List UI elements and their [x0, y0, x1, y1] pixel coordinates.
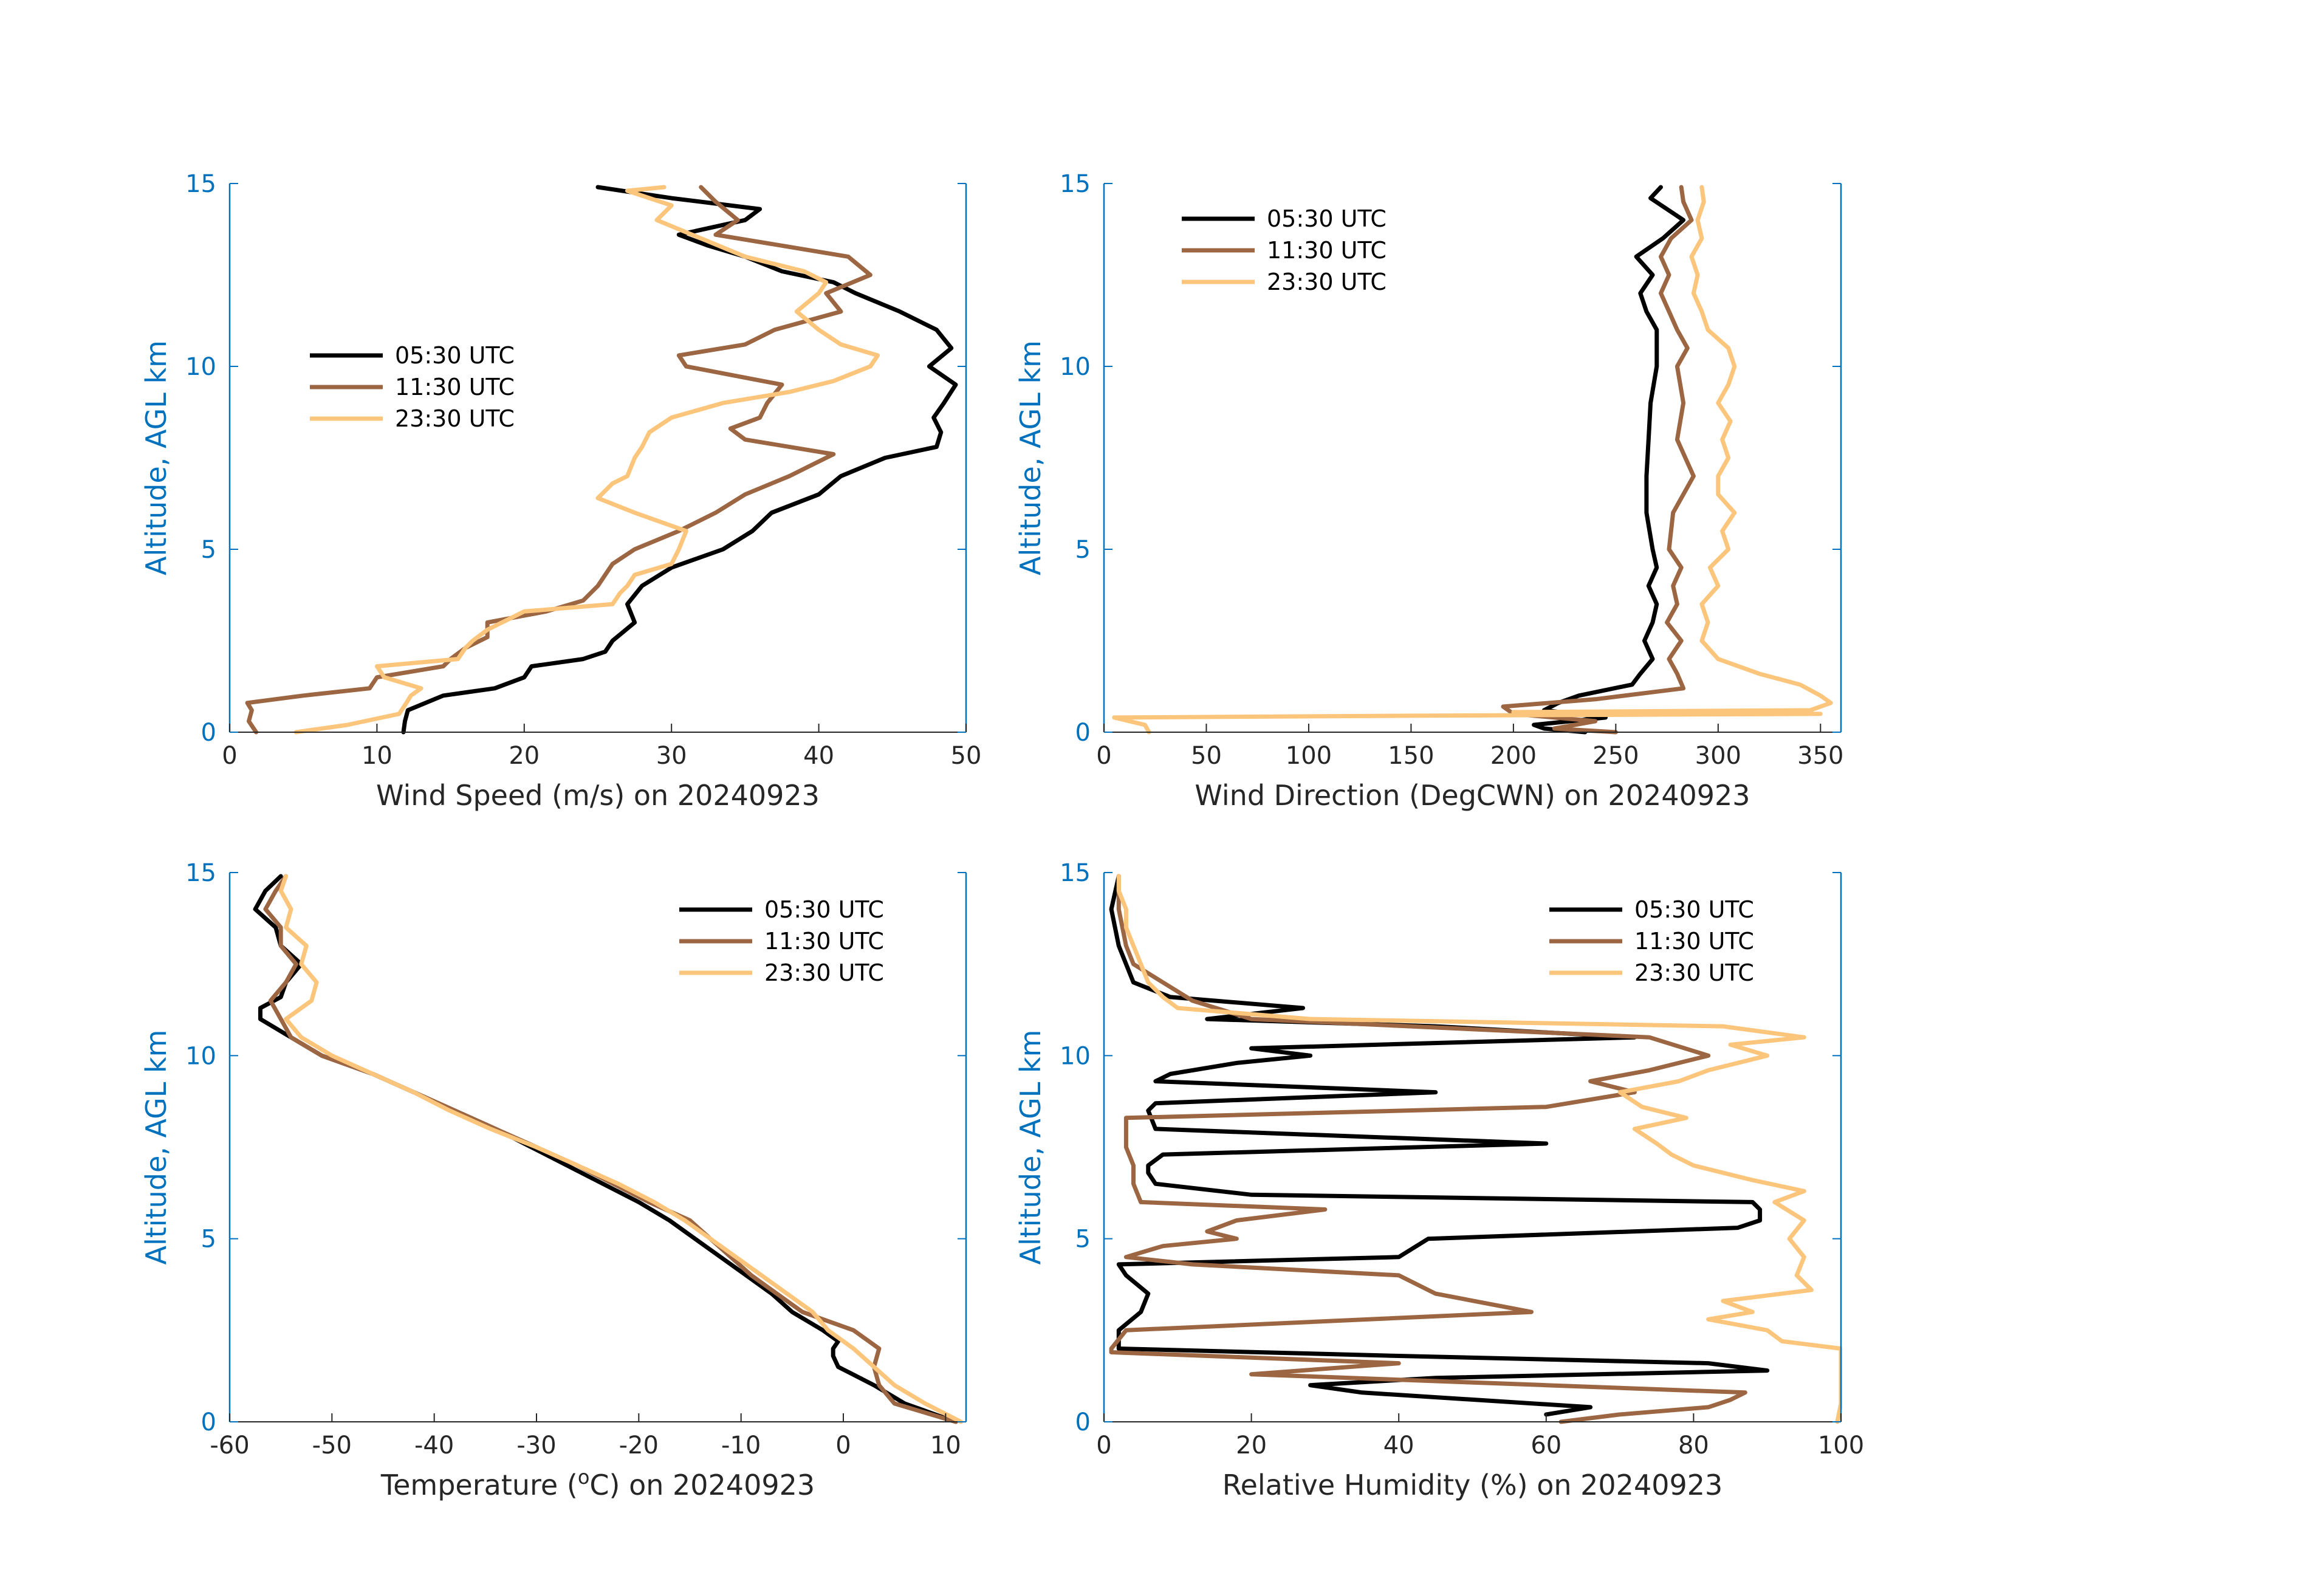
- x-tick-label: 150: [1388, 742, 1434, 770]
- y-tick-label: 0: [1075, 1408, 1091, 1436]
- x-tick-label: 250: [1592, 742, 1639, 770]
- x-tick-label: 10: [362, 742, 392, 770]
- x-axis-label: Wind Speed (m/s) on 20240923: [376, 779, 820, 812]
- y-tick-label: 10: [185, 1042, 216, 1070]
- legend-label: 05:30 UTC: [395, 342, 515, 369]
- x-tick-label: 60: [1530, 1432, 1561, 1460]
- legend: 05:30 UTC 11:30 UTC 23:30 UTC: [1549, 896, 1754, 986]
- x-tick-label: 40: [1383, 1432, 1414, 1460]
- legend: 05:30 UTC 11:30 UTC 23:30 UTC: [1182, 205, 1387, 295]
- y-tick-label: 0: [201, 1408, 216, 1436]
- x-tick-label: 0: [1096, 1432, 1111, 1460]
- x-tick-label: -10: [721, 1432, 761, 1460]
- legend-label: 23:30 UTC: [1267, 269, 1387, 295]
- x-tick-label: 100: [1286, 742, 1332, 770]
- x-tick-label: 30: [656, 742, 687, 770]
- series-group: [1112, 185, 1833, 735]
- legend-label: 23:30 UTC: [395, 405, 515, 432]
- x-tick-label: 50: [951, 742, 982, 770]
- legend-label: 05:30 UTC: [1634, 896, 1754, 923]
- y-tick-label: 0: [1075, 719, 1091, 747]
- y-axis-label: Altitude, AGL km: [140, 340, 173, 575]
- series-line-1130: [1501, 185, 1696, 735]
- panel-wind-direction: 0 50 100 150 200 250 300 350 0 5 10 15 Wind Directio…: [1014, 170, 1843, 812]
- y-tick-label: 5: [201, 1226, 216, 1254]
- legend-label: 05:30 UTC: [764, 896, 884, 923]
- y-tick-label: 5: [201, 536, 216, 564]
- x-tick-label: -50: [312, 1432, 352, 1460]
- x-axis-label: Relative Humidity (%) on 20240923: [1222, 1469, 1723, 1501]
- series-line-2330: [1112, 185, 1833, 735]
- x-tick-label: 0: [835, 1432, 851, 1460]
- y-tick-label: 5: [1075, 1226, 1091, 1254]
- x-tick-label: 0: [1096, 742, 1111, 770]
- x-tick-label: 200: [1490, 742, 1537, 770]
- series-group: [1109, 874, 1842, 1424]
- x-tick-label: 0: [222, 742, 237, 770]
- series-line-2330: [278, 874, 964, 1424]
- x-tick-label: 80: [1678, 1432, 1709, 1460]
- y-tick-label: 15: [1060, 170, 1091, 198]
- series-line-0530: [253, 874, 958, 1424]
- panel-relative-humidity: 0 20 40 60 80 100 0 5 10 15 Relative Humidity (%) …: [1014, 859, 1864, 1501]
- legend-label: 05:30 UTC: [1267, 205, 1387, 232]
- x-tick-label: 100: [1818, 1432, 1864, 1460]
- series-line-2330: [293, 185, 880, 735]
- x-tick-label: 20: [509, 742, 540, 770]
- legend-label: 11:30 UTC: [1634, 928, 1754, 955]
- series-line-1130: [1109, 874, 1747, 1424]
- series-group: [253, 874, 964, 1424]
- x-tick-label: 50: [1191, 742, 1222, 770]
- legend-label: 11:30 UTC: [1267, 237, 1387, 264]
- x-tick-label: 40: [803, 742, 834, 770]
- y-tick-label: 10: [1060, 353, 1091, 381]
- panel-wind-speed: 0 10 20 30 40 50 0 5 10 15 Wind Speed (m/s) on 202…: [140, 170, 981, 812]
- y-tick-label: 15: [1060, 859, 1091, 887]
- x-tick-label: 350: [1797, 742, 1843, 770]
- legend-label: 23:30 UTC: [1634, 959, 1754, 986]
- y-axis-label: Altitude, AGL km: [1014, 340, 1047, 575]
- legend: 05:30 UTC 11:30 UTC 23:30 UTC: [310, 342, 515, 432]
- y-tick-label: 15: [185, 859, 216, 887]
- series-line-2330: [1116, 874, 1842, 1424]
- y-tick-label: 10: [1060, 1042, 1091, 1070]
- y-tick-label: 5: [1075, 536, 1091, 564]
- x-tick-label: 10: [930, 1432, 961, 1460]
- y-tick-label: 0: [201, 719, 216, 747]
- x-tick-label: -20: [619, 1432, 659, 1460]
- panel-temperature: -60 -50 -40 -30 -20 -10 0 10 0 5 10 15 Temperature (…: [140, 859, 967, 1501]
- x-tick-label: -30: [516, 1432, 556, 1460]
- y-tick-label: 15: [185, 170, 216, 198]
- x-tick-label: 300: [1695, 742, 1741, 770]
- series-group: [245, 185, 958, 735]
- series-line-1130: [245, 185, 872, 735]
- legend-label: 11:30 UTC: [764, 928, 884, 955]
- legend-label: 23:30 UTC: [764, 959, 884, 986]
- x-axis-label: Temperature (oC) on 20240923: [380, 1466, 815, 1501]
- y-tick-label: 10: [185, 353, 216, 381]
- x-tick-label: -40: [414, 1432, 454, 1460]
- y-axis-label: Altitude, AGL km: [1014, 1029, 1047, 1264]
- x-axis-label: Wind Direction (DegCWN) on 20240923: [1195, 779, 1750, 812]
- legend: 05:30 UTC 11:30 UTC 23:30 UTC: [679, 896, 884, 986]
- x-tick-label: -60: [210, 1432, 249, 1460]
- y-axis-label: Altitude, AGL km: [140, 1029, 173, 1264]
- x-tick-label: 20: [1236, 1432, 1267, 1460]
- legend-label: 11:30 UTC: [395, 374, 515, 400]
